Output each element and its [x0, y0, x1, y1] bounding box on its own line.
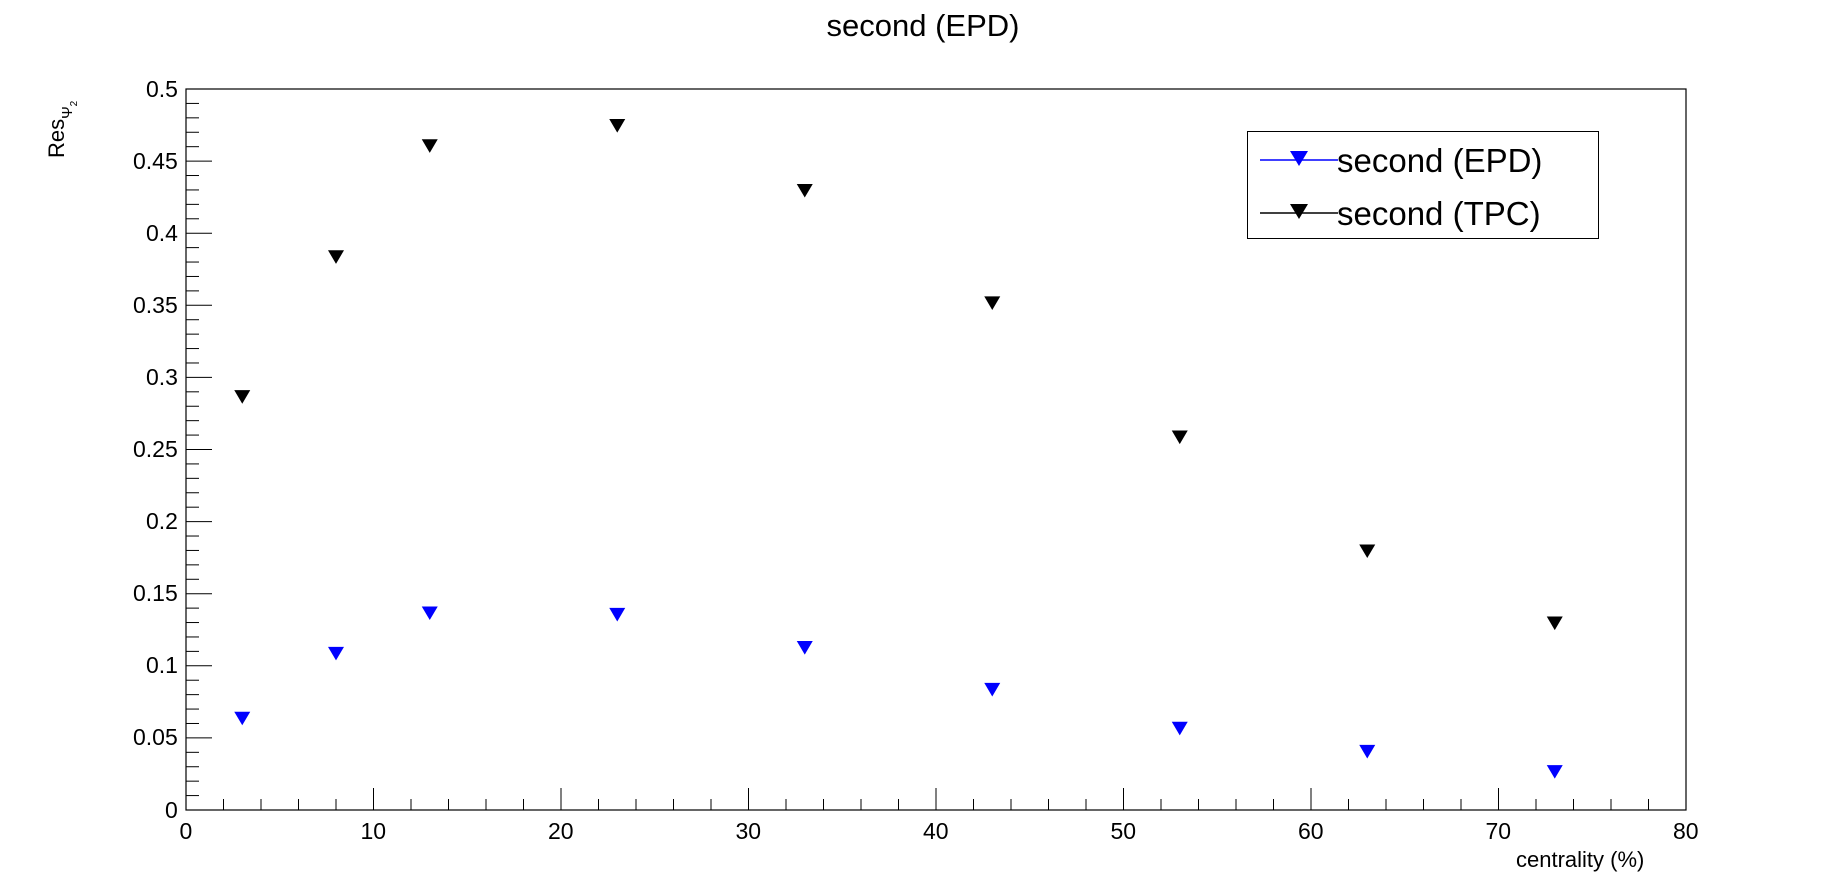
data-point-epd [609, 607, 626, 622]
x-tick-label: 70 [1485, 818, 1512, 844]
y-axis-label-main: Res [44, 118, 69, 158]
y-tick-label: 0.25 [133, 436, 178, 462]
x-tick-label: 0 [179, 818, 193, 844]
data-point-tpc [328, 250, 344, 264]
data-point-tpc [984, 296, 1001, 311]
y-tick-label: 0.2 [146, 508, 178, 535]
y-tick-label: 0 [165, 796, 178, 823]
legend-entry-epd: second (EPD) [1248, 134, 1598, 184]
data-point-epd [796, 641, 813, 655]
data-point-tpc [796, 183, 813, 198]
x-tick-label: 60 [1298, 818, 1324, 844]
y-axis-label: ResΨ2 [44, 101, 80, 158]
data-point-epd [1171, 721, 1188, 736]
x-tick-label: 10 [360, 818, 387, 844]
data-point-tpc [1359, 544, 1376, 559]
data-point-tpc [1171, 430, 1188, 445]
data-point-tpc [1546, 616, 1563, 631]
data-point-tpc [609, 119, 626, 133]
y-tick-label: 0.5 [146, 75, 178, 102]
legend-label-tpc: second (TPC) [1337, 195, 1541, 232]
y-axis-label-sub: Ψ [59, 106, 76, 119]
x-tick-label: 40 [923, 818, 949, 844]
y-tick-label: 0.05 [133, 724, 178, 751]
y-axis-label-subsub: 2 [69, 100, 80, 107]
data-point-epd [1359, 744, 1376, 759]
y-tick-label: 0.3 [146, 363, 178, 390]
legend-label-epd: second (EPD) [1337, 142, 1543, 179]
data-point-epd [984, 682, 1001, 697]
y-tick-label: 0.4 [146, 219, 178, 246]
x-tick-label: 30 [735, 818, 762, 844]
data-point-epd [1546, 765, 1563, 779]
x-tick-label: 20 [548, 818, 574, 844]
data-point-tpc [421, 139, 438, 153]
data-point-epd [421, 606, 438, 621]
legend-marker-epd [1260, 151, 1338, 166]
x-tick-label: 80 [1673, 818, 1699, 844]
chart-title: second (EPD) [826, 8, 1020, 43]
data-point-epd [328, 646, 344, 661]
y-tick-label: 0.35 [133, 291, 178, 318]
y-tick-label: 0.1 [146, 652, 178, 679]
legend-entry-tpc: second (TPC) [1248, 187, 1598, 237]
legend-marker-tpc [1260, 204, 1338, 219]
x-axis-label: centrality (%) [1516, 847, 1645, 872]
x-tick-label: 50 [1110, 818, 1137, 844]
data-point-tpc [234, 390, 251, 404]
data-point-epd [234, 711, 251, 726]
y-tick-label: 0.15 [133, 580, 178, 607]
y-tick-label: 0.45 [133, 147, 178, 174]
legend: second (EPD) second (TPC) [1247, 131, 1599, 239]
